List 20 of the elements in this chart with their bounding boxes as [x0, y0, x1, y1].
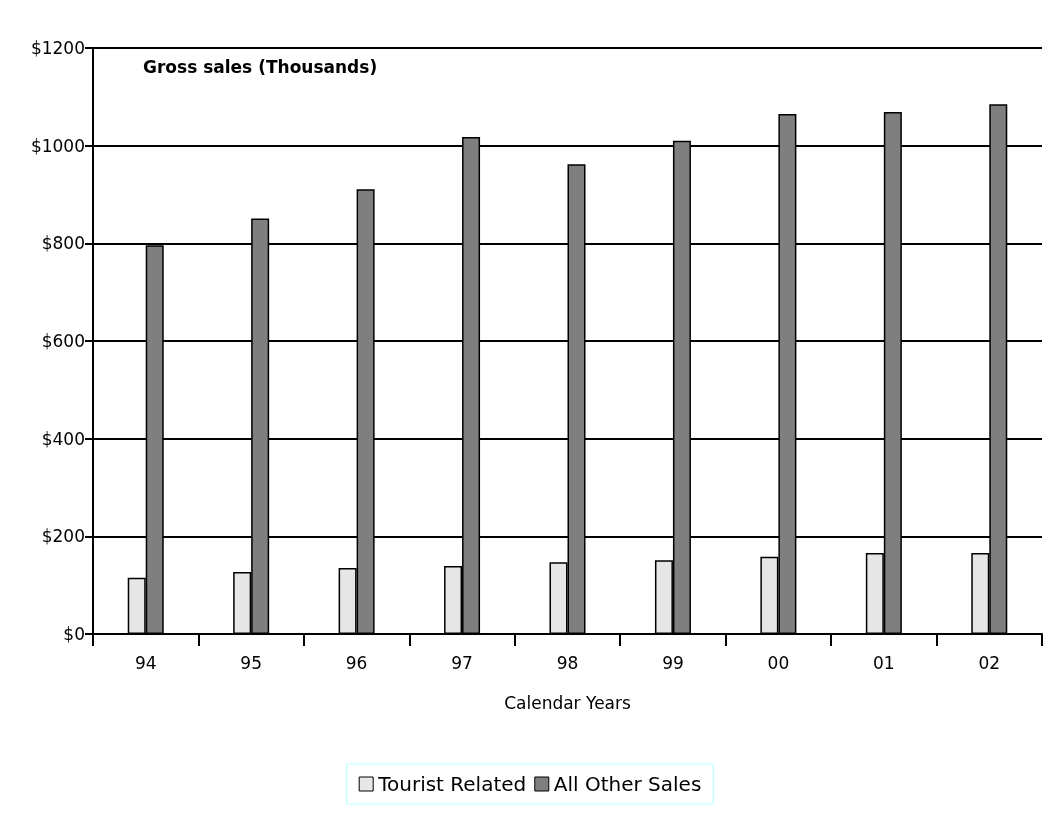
x-tick-label: 01 [873, 652, 895, 673]
text: Gross sales (Thousands) [143, 56, 378, 77]
y-tick-label: $1200 [30, 38, 85, 58]
x-axis-title: Calendar Years [504, 692, 631, 713]
x-tick-label: 95 [240, 652, 262, 673]
legend-label: All Other Sales [553, 772, 702, 796]
y-tick-label: $800 [41, 233, 85, 254]
x-tick-label: 02 [978, 652, 1001, 673]
x-tick-label: 97 [451, 652, 473, 673]
y-tick-label: $400 [41, 428, 85, 449]
legend-label: Tourist Related [377, 772, 527, 796]
y-tick-label: $600 [41, 331, 85, 351]
x-tick-label: 98 [556, 652, 579, 673]
x-tick-label: 94 [134, 652, 157, 673]
x-tick-label: 96 [345, 652, 368, 673]
x-tick-label: 00 [767, 652, 790, 673]
y-tick-label: $200 [41, 526, 85, 547]
y-tick-label: $1000 [30, 135, 85, 156]
y-tick-label: $0 [63, 624, 85, 644]
x-tick-label: 99 [662, 652, 684, 673]
